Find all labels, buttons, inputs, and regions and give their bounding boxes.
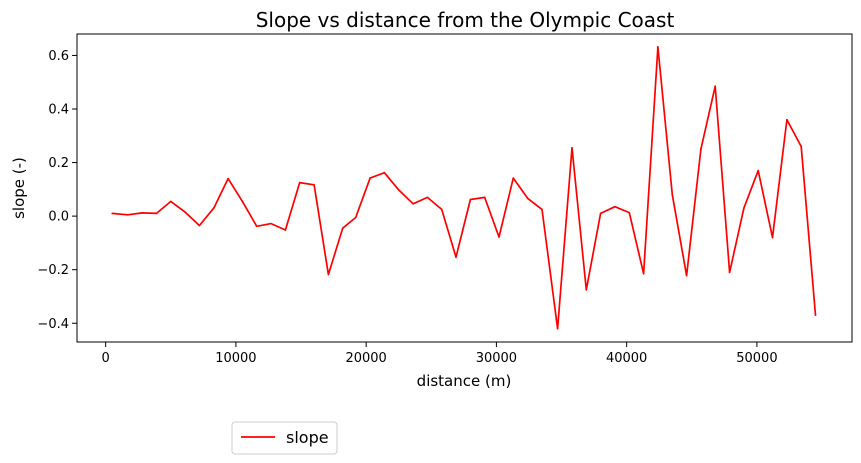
x-tick-label: 30000 <box>476 351 517 366</box>
data-point <box>141 212 143 214</box>
x-axis-label: distance (m) <box>417 372 512 390</box>
legend-label-slope: slope <box>286 428 329 447</box>
data-point <box>284 229 287 231</box>
series-points <box>111 46 817 330</box>
data-point <box>556 327 559 330</box>
data-point <box>498 236 500 238</box>
data-point <box>241 200 244 203</box>
data-point <box>270 222 272 225</box>
data-point <box>198 224 201 227</box>
data-point <box>757 169 760 172</box>
y-tick-label: 0.2 <box>48 156 69 171</box>
axis-ticks: 0 10000 20000 30000 40000 50000 −0.4 −0.2 0.0 0.2… <box>37 49 777 366</box>
y-tick-label: −0.4 <box>37 317 69 332</box>
data-point <box>671 193 674 196</box>
data-point <box>728 271 731 274</box>
data-point <box>455 256 457 258</box>
data-point <box>585 288 588 291</box>
legend: slope <box>231 421 338 455</box>
data-point <box>313 183 315 186</box>
series-line-slope <box>112 46 817 330</box>
data-point <box>440 208 443 211</box>
data-point <box>657 46 659 48</box>
data-point <box>599 212 602 215</box>
x-tick-label: 20000 <box>345 351 386 366</box>
data-point <box>212 207 215 209</box>
data-point <box>512 177 515 179</box>
data-point <box>184 211 186 213</box>
data-point <box>426 196 429 199</box>
data-point <box>814 314 817 317</box>
data-point <box>383 171 386 174</box>
data-point <box>800 145 803 148</box>
data-point <box>126 213 129 216</box>
x-tick-label: 50000 <box>736 351 777 366</box>
data-point <box>155 212 158 215</box>
data-point <box>743 207 745 209</box>
data-point <box>354 216 357 219</box>
plot-frame <box>76 33 853 343</box>
y-tick-label: 0.6 <box>48 49 69 64</box>
data-point <box>298 181 301 184</box>
y-axis-label: slope (-) <box>10 157 28 219</box>
data-point <box>483 196 486 199</box>
data-point <box>397 189 400 191</box>
data-point <box>628 211 631 214</box>
data-point <box>227 177 229 180</box>
data-point <box>714 85 717 88</box>
data-point <box>369 177 371 179</box>
data-point <box>614 205 616 208</box>
data-point <box>255 225 258 228</box>
y-tick-label: −0.2 <box>37 263 69 278</box>
x-tick-label: 40000 <box>606 351 647 366</box>
data-point <box>642 272 645 275</box>
data-point <box>412 203 414 205</box>
data-point <box>169 200 172 203</box>
data-point <box>526 197 529 200</box>
chart-title: Slope vs distance from the Olympic Coast <box>256 8 675 32</box>
data-point <box>685 274 688 277</box>
data-point <box>111 212 113 215</box>
data-point <box>786 118 788 121</box>
data-point <box>541 208 543 211</box>
data-point <box>327 273 330 276</box>
data-point <box>469 198 472 201</box>
legend-box <box>231 421 338 455</box>
data-point <box>571 147 573 149</box>
x-tick-label: 0 <box>102 351 110 366</box>
y-tick-label: 0.4 <box>48 102 69 117</box>
data-point <box>700 148 702 150</box>
data-point <box>341 227 344 229</box>
x-tick-label: 10000 <box>215 351 256 366</box>
data-point <box>771 236 774 239</box>
y-tick-label: 0.0 <box>48 210 69 225</box>
